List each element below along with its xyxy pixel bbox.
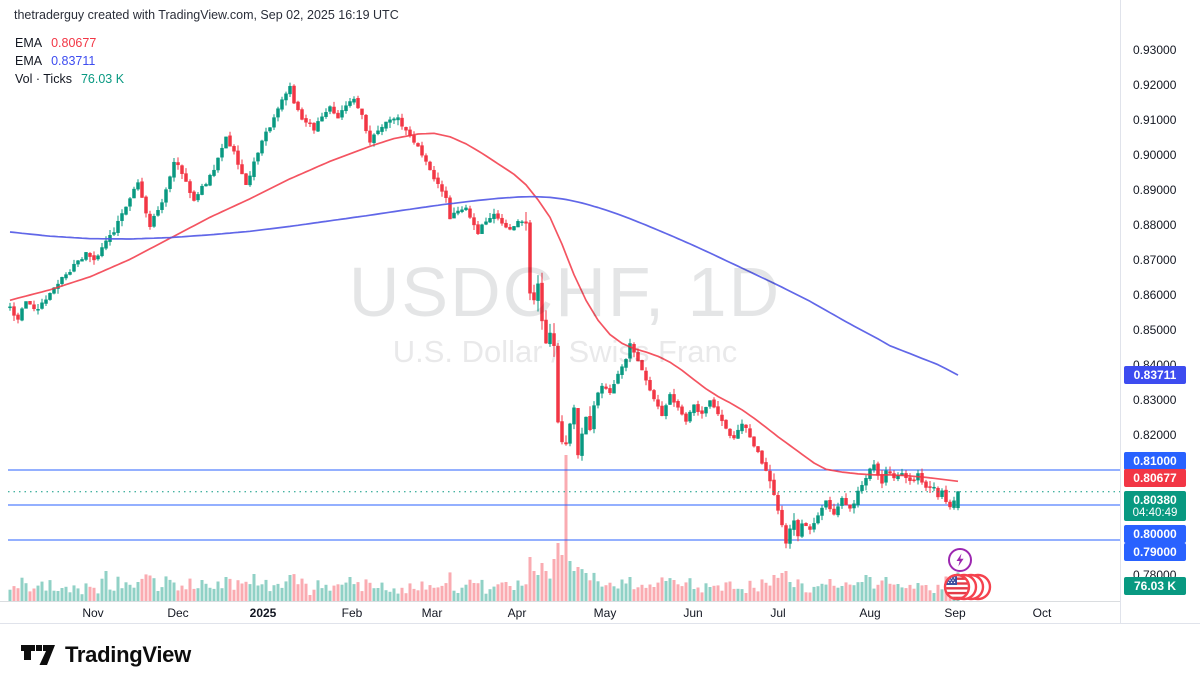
- legend-label: EMA: [15, 54, 43, 68]
- price-tick-label: 0.91000: [1133, 113, 1177, 127]
- price-tick-label: 0.90000: [1133, 148, 1177, 162]
- time-tick-label: 2025: [249, 606, 277, 620]
- price-tick-label: 0.85000: [1133, 323, 1177, 337]
- ema-fast-line[interactable]: [9, 132, 959, 483]
- price-badge: 0.81000: [1124, 452, 1186, 470]
- tradingview-logo[interactable]: TradingView: [20, 640, 191, 670]
- legend-row-2[interactable]: Vol · Ticks 76.03 K: [15, 70, 124, 88]
- time-tick-label: Nov: [82, 606, 104, 620]
- footer-bar: TradingView: [0, 623, 1200, 686]
- watermark-description: U.S. Dollar / Swiss Franc: [392, 334, 738, 369]
- time-tick-label: Jul: [770, 606, 786, 620]
- watermark-symbol: USDCHF, 1D: [348, 253, 782, 331]
- tradingview-logo-text: TradingView: [65, 642, 191, 667]
- price-tick-label: 0.86000: [1133, 288, 1177, 302]
- legend-value: 0.80677: [51, 36, 97, 50]
- time-tick-label: Dec: [167, 606, 189, 620]
- price-badge: 0.80677: [1124, 469, 1186, 487]
- price-tick-label: 0.82000: [1133, 428, 1177, 442]
- price-badge: 0.79000: [1124, 543, 1186, 561]
- legend-row-0[interactable]: EMA 0.80677: [15, 34, 124, 52]
- flag-events-icon[interactable]: [942, 572, 994, 609]
- volume-pane: [8, 455, 960, 601]
- time-tick-label: Jun: [683, 606, 703, 620]
- time-tick-label: Feb: [341, 606, 363, 620]
- price-tick-label: 0.88000: [1133, 218, 1177, 232]
- price-tick-label: 0.93000: [1133, 43, 1177, 57]
- time-tick-label: Sep: [944, 606, 966, 620]
- last-price-countdown-badge: 0.80380 04:40:49: [1124, 491, 1186, 521]
- price-badge: 0.80000: [1124, 525, 1186, 543]
- indicator-legend: EMA 0.80677 EMA 0.83711 Vol · Ticks 76.03 K: [15, 34, 124, 88]
- us-flag-stack-icon: [943, 573, 992, 601]
- legend-value: 76.03 K: [80, 72, 125, 86]
- time-tick-label: Mar: [421, 606, 443, 620]
- price-badge: 0.83711: [1124, 366, 1186, 384]
- legend-value: 0.83711: [51, 54, 96, 68]
- time-axis[interactable]: Nov Dec 2025 Feb Mar Apr May Jun Jul Aug Sep Oct: [0, 601, 1120, 624]
- lightning-event-icon[interactable]: [946, 546, 974, 579]
- price-tick-label: 0.87000: [1133, 253, 1177, 267]
- ema-slow-line[interactable]: [9, 195, 959, 376]
- time-tick-label: Oct: [1032, 606, 1052, 620]
- candlestick-series: [8, 82, 960, 549]
- legend-label: Vol · Ticks: [15, 72, 72, 86]
- time-tick-label: Apr: [507, 606, 527, 620]
- price-tick-label: 0.89000: [1133, 183, 1177, 197]
- legend-row-1[interactable]: EMA 0.83711: [15, 52, 124, 70]
- price-tick-label: 0.92000: [1133, 78, 1177, 92]
- price-axis[interactable]: 0.93000 0.92000 0.91000 0.90000 0.89000 0.880…: [1120, 0, 1200, 623]
- time-tick-label: Aug: [859, 606, 881, 620]
- tradingview-logomark: [21, 645, 55, 665]
- price-tick-label: 0.83000: [1133, 393, 1177, 407]
- time-tick-label: May: [593, 606, 617, 620]
- attribution-text: thetraderguy created with TradingView.co…: [14, 8, 399, 22]
- horizontal-level-lines[interactable]: [8, 469, 1120, 541]
- legend-label: EMA: [15, 36, 43, 50]
- price-badge: 76.03 K: [1124, 577, 1186, 595]
